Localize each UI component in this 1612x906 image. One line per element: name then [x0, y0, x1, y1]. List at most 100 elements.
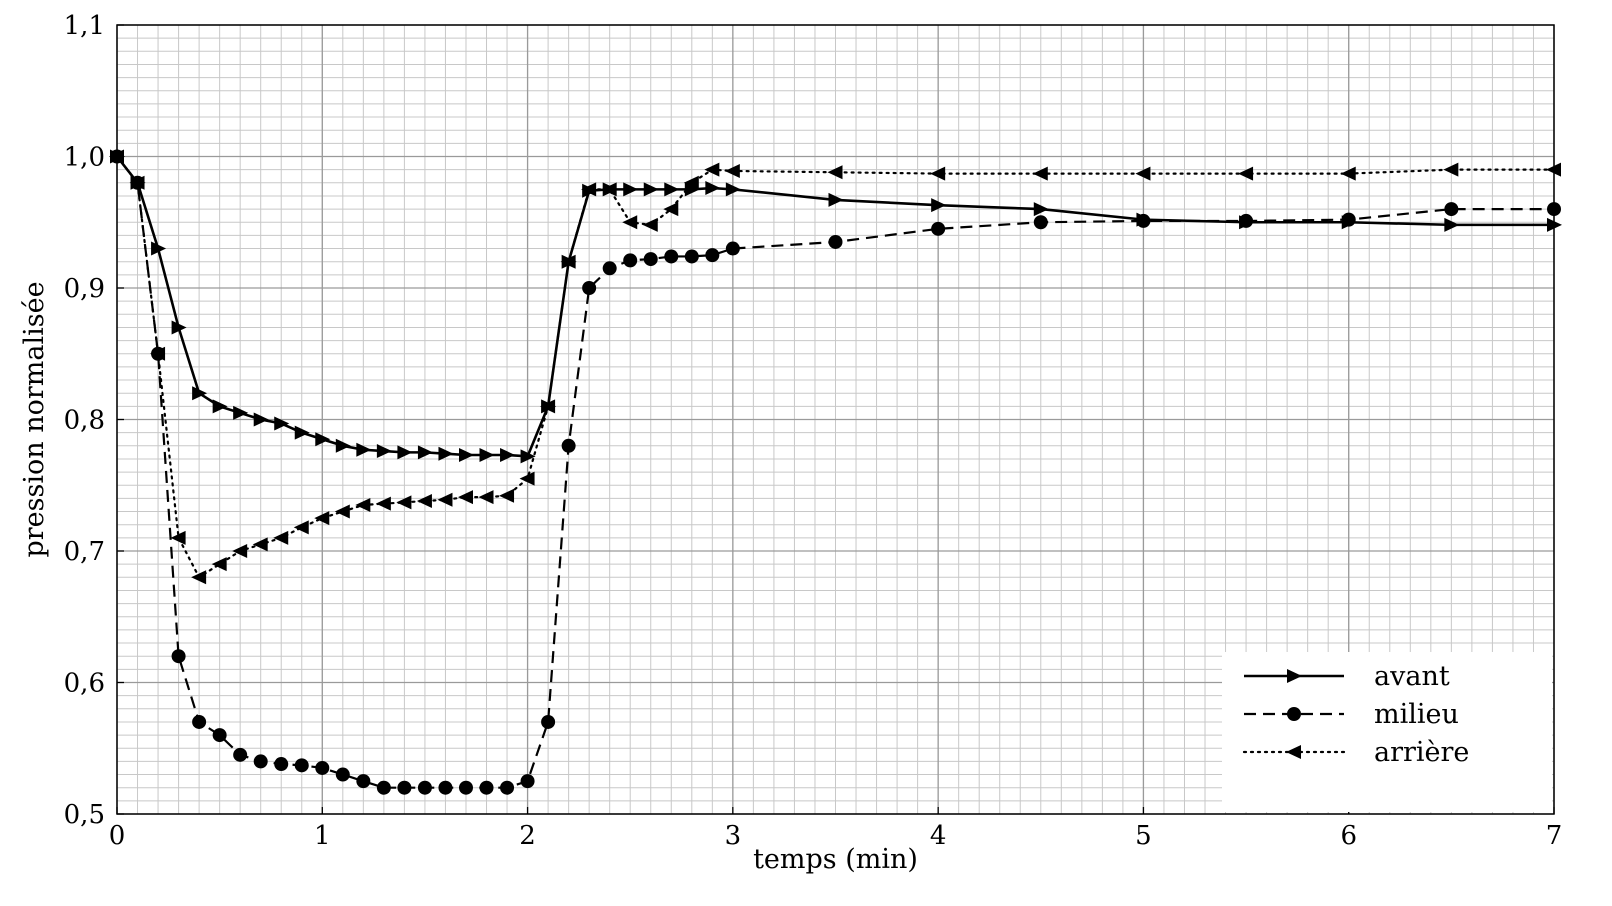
- data-point-circle: [1033, 215, 1048, 230]
- data-point-triangle-left: [396, 495, 412, 510]
- data-point-triangle-left: [334, 504, 350, 519]
- y-tick-label: 0,7: [64, 537, 105, 567]
- data-point-triangle-left: [191, 570, 207, 585]
- data-point-triangle-right: [664, 182, 680, 197]
- legend-items: avant milieu arrière: [1242, 661, 1469, 768]
- data-point-triangle-left: [663, 202, 679, 217]
- data-point-circle: [274, 757, 289, 772]
- data-point-triangle-right: [356, 442, 372, 457]
- data-point-triangle-right: [725, 182, 741, 197]
- data-point-triangle-left: [1238, 166, 1254, 181]
- data-point-triangle-right: [438, 446, 454, 461]
- data-point-circle: [1444, 202, 1459, 217]
- data-point-triangle-right: [1547, 217, 1562, 232]
- data-point-triangle-left: [930, 166, 946, 181]
- data-point-triangle-left: [437, 492, 453, 507]
- data-point-triangle-left: [293, 520, 309, 535]
- data-point-triangle-right: [582, 183, 598, 198]
- data-point-triangle-left: [704, 162, 720, 177]
- data-point-triangle-right: [1444, 217, 1460, 232]
- data-point-triangle-right: [1239, 215, 1255, 230]
- data-point-circle: [623, 253, 638, 268]
- series-2: [109, 149, 1561, 585]
- data-point-triangle-left: [724, 163, 740, 178]
- data-point-triangle-left: [683, 175, 699, 190]
- data-point-circle: [561, 438, 576, 453]
- data-point-circle: [643, 252, 658, 267]
- data-point-circle: [151, 346, 166, 361]
- data-point-circle: [500, 780, 515, 795]
- legend-label: milieu: [1374, 699, 1459, 730]
- data-point-triangle-right: [1033, 202, 1049, 217]
- series-layer: [109, 149, 1562, 795]
- data-point-triangle-left: [1032, 166, 1048, 181]
- legend: avant milieu arrière: [1222, 652, 1552, 812]
- y-axis-ticks: 0,5 0,6 0,7 0,8 0,9 1,0 1,1: [64, 11, 124, 830]
- data-point-circle: [479, 780, 494, 795]
- data-point-triangle-left: [519, 471, 535, 486]
- data-point-triangle-left: [232, 544, 248, 558]
- data-point-triangle-right: [931, 198, 947, 213]
- data-point-triangle-right: [828, 192, 844, 207]
- data-point-circle: [931, 221, 946, 236]
- data-point-circle: [417, 780, 432, 795]
- legend-label: avant: [1374, 661, 1450, 692]
- data-point-triangle-left: [1546, 162, 1561, 177]
- data-point-triangle-right: [643, 182, 659, 197]
- data-point-triangle-right: [1287, 669, 1302, 683]
- data-point-circle: [828, 234, 843, 249]
- y-tick-label: 1,1: [64, 11, 105, 41]
- data-point-triangle-right: [192, 386, 208, 401]
- data-point-triangle-left: [416, 494, 432, 509]
- data-point-triangle-left: [273, 530, 289, 545]
- x-tick-label: 7: [1546, 821, 1563, 851]
- data-point-circle: [541, 714, 556, 729]
- data-point-circle: [233, 747, 248, 762]
- data-point-triangle-left: [170, 530, 186, 545]
- data-point-triangle-left: [1340, 166, 1356, 181]
- legend-item: arrière: [1242, 737, 1469, 768]
- data-point-triangle-right: [151, 241, 167, 256]
- x-axis-ticks: 0 1 2 3 4 5 6 7: [109, 807, 1563, 851]
- data-point-circle: [520, 774, 535, 789]
- y-tick-label: 0,8: [64, 406, 105, 436]
- data-point-circle: [397, 780, 412, 795]
- data-point-triangle-left: [1443, 162, 1459, 177]
- data-point-triangle-left: [314, 511, 330, 526]
- data-point-triangle-right: [520, 449, 536, 464]
- data-point-triangle-right: [335, 438, 351, 453]
- data-point-circle: [315, 760, 330, 775]
- data-point-triangle-left: [375, 496, 391, 511]
- x-tick-label: 2: [519, 821, 536, 851]
- data-point-triangle-left: [499, 488, 515, 503]
- data-point-triangle-left: [1286, 745, 1301, 759]
- data-point-circle: [1547, 202, 1561, 217]
- data-point-circle: [458, 780, 473, 795]
- data-point-triangle-right: [561, 254, 577, 269]
- x-tick-label: 6: [1340, 821, 1357, 851]
- data-point-triangle-right: [171, 320, 187, 335]
- data-point-circle: [294, 758, 309, 773]
- data-point-circle: [602, 261, 617, 276]
- data-point-circle: [705, 248, 720, 263]
- data-point-circle: [1287, 707, 1301, 721]
- x-tick-label: 3: [725, 821, 742, 851]
- data-point-triangle-left: [457, 490, 473, 505]
- data-point-circle: [684, 249, 699, 264]
- data-point-circle: [253, 754, 268, 769]
- data-point-circle: [725, 241, 740, 256]
- x-tick-label: 5: [1135, 821, 1152, 851]
- data-point-triangle-right: [315, 432, 331, 447]
- data-point-triangle-right: [233, 405, 249, 420]
- data-point-triangle-right: [602, 182, 618, 197]
- data-point-triangle-right: [397, 445, 413, 460]
- data-point-circle: [438, 780, 453, 795]
- series-0: [110, 149, 1562, 464]
- data-point-triangle-left: [1135, 166, 1151, 181]
- data-point-triangle-right: [623, 182, 639, 197]
- data-point-circle: [356, 774, 371, 789]
- data-point-triangle-right: [274, 416, 290, 431]
- data-point-triangle-right: [253, 412, 269, 427]
